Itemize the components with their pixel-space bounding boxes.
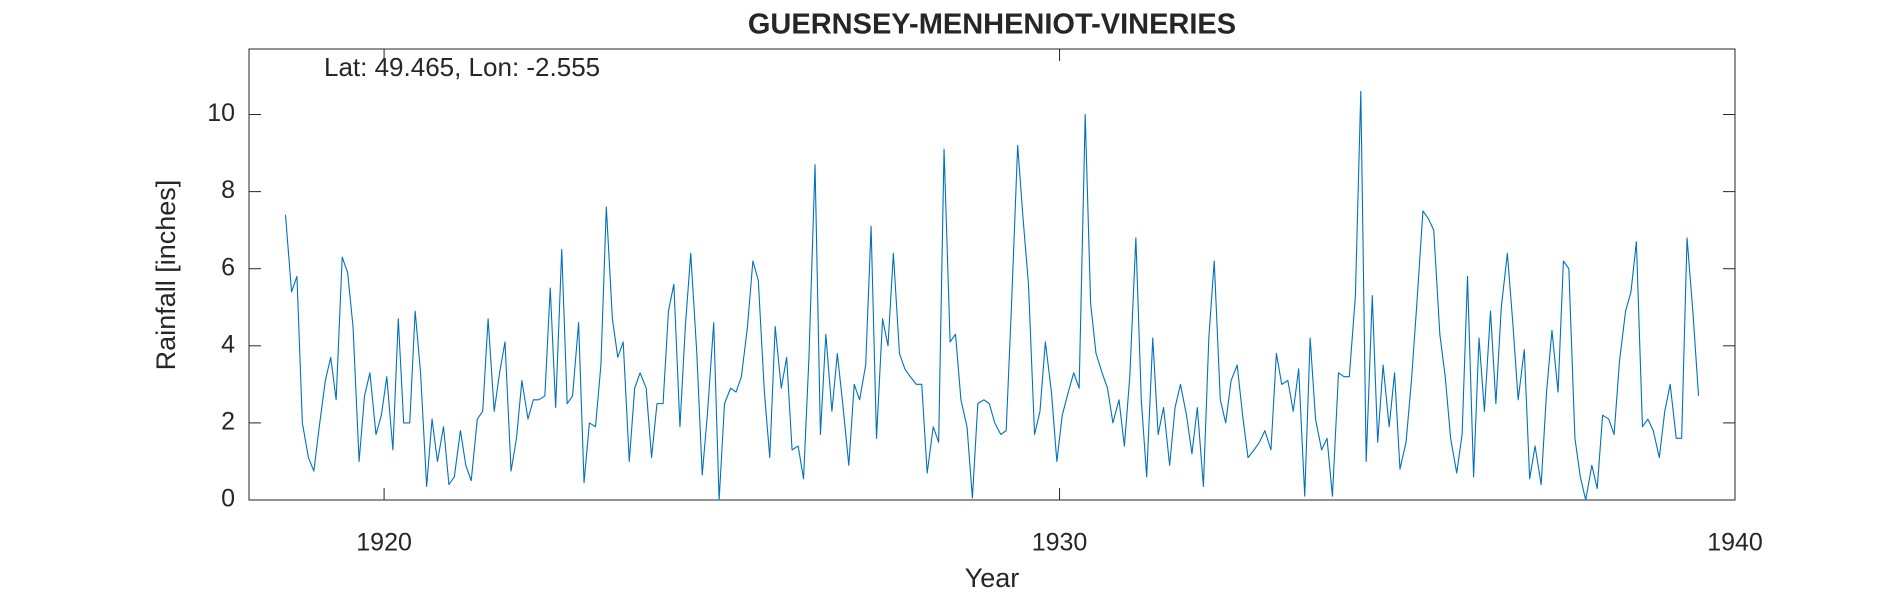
chart-title: GUERNSEY-MENHENIOT-VINERIES (748, 9, 1236, 41)
y-tick-label: 10 (207, 99, 235, 127)
y-tick-label: 8 (221, 176, 235, 204)
x-axis-label: Year (965, 563, 1020, 591)
y-tick-label: 6 (221, 253, 235, 281)
x-tick-label: 1930 (1032, 529, 1088, 557)
x-tick-label: 1940 (1707, 529, 1763, 557)
data-line (284, 90, 1700, 501)
annotation: Lat: 49.465, Lon: -2.555 (324, 52, 600, 82)
plot-frame (248, 48, 1736, 501)
x-tick-label: 1920 (356, 529, 412, 557)
y-tick-label: 0 (221, 485, 235, 513)
y-axis-label: Rainfall [inches] (151, 180, 181, 371)
y-tick-label: 4 (221, 330, 235, 358)
y-tick-label: 2 (221, 408, 235, 436)
